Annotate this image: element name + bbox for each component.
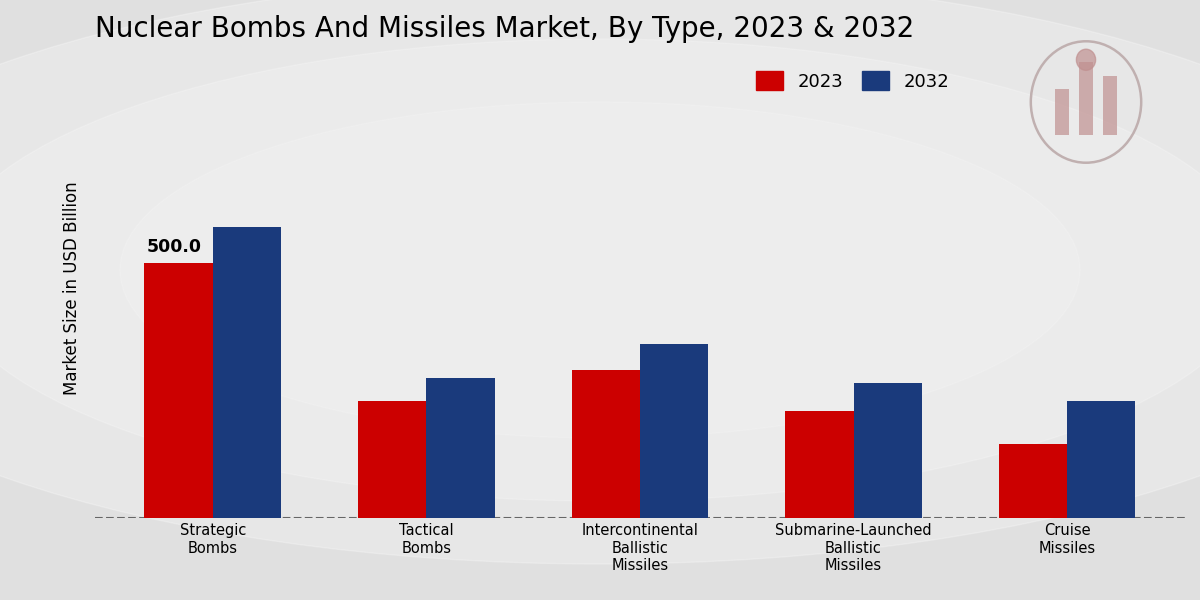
- Y-axis label: Market Size in USD Billion: Market Size in USD Billion: [62, 181, 82, 395]
- Bar: [640, 344, 708, 518]
- Ellipse shape: [0, 39, 1200, 501]
- Bar: [1067, 401, 1135, 518]
- Circle shape: [1076, 49, 1096, 70]
- Bar: [144, 263, 212, 518]
- Bar: [571, 370, 640, 518]
- Text: 500.0: 500.0: [146, 238, 202, 256]
- Bar: [358, 401, 426, 518]
- Bar: [998, 444, 1067, 518]
- Bar: [212, 227, 281, 518]
- Bar: [426, 377, 494, 518]
- Legend: 2023, 2032: 2023, 2032: [748, 62, 958, 100]
- Ellipse shape: [0, 0, 1200, 564]
- Ellipse shape: [120, 102, 1080, 438]
- Bar: [785, 411, 853, 518]
- Bar: [853, 383, 922, 518]
- Bar: [1103, 76, 1117, 135]
- Text: Nuclear Bombs And Missiles Market, By Type, 2023 & 2032: Nuclear Bombs And Missiles Market, By Ty…: [95, 15, 914, 43]
- Bar: [1079, 62, 1093, 135]
- Bar: [1055, 89, 1069, 135]
